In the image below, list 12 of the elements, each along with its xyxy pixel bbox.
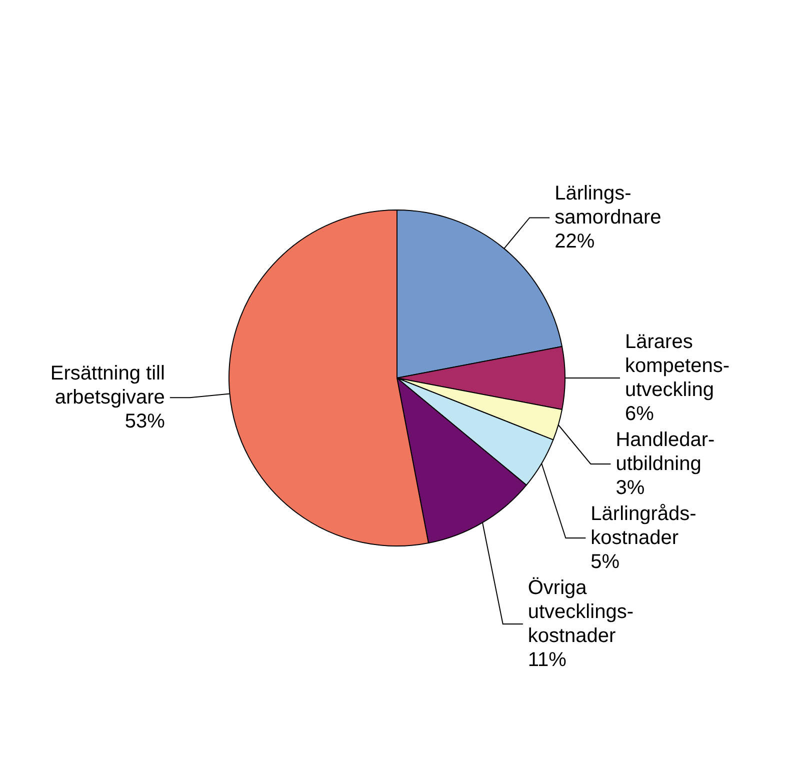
data-label: 3% — [616, 477, 645, 499]
slice-label: Handledar- utbildning — [616, 429, 715, 475]
slice-label: Lärlings- samordnare — [554, 182, 662, 229]
slice-label: Övriga utvecklings- kostnader — [528, 577, 634, 647]
slice-label: Ersättning till arbetsgivare — [50, 362, 165, 409]
slice-label: Lärares kompetens- utveckling — [625, 331, 730, 401]
data-label: 11% — [528, 649, 567, 671]
data-label: 5% — [590, 551, 620, 573]
data-label: 22% — [554, 230, 595, 253]
data-label: 53% — [124, 410, 166, 433]
slice-label: Lärlingråds- kostnader — [590, 503, 696, 549]
data-label: 6% — [625, 403, 654, 425]
